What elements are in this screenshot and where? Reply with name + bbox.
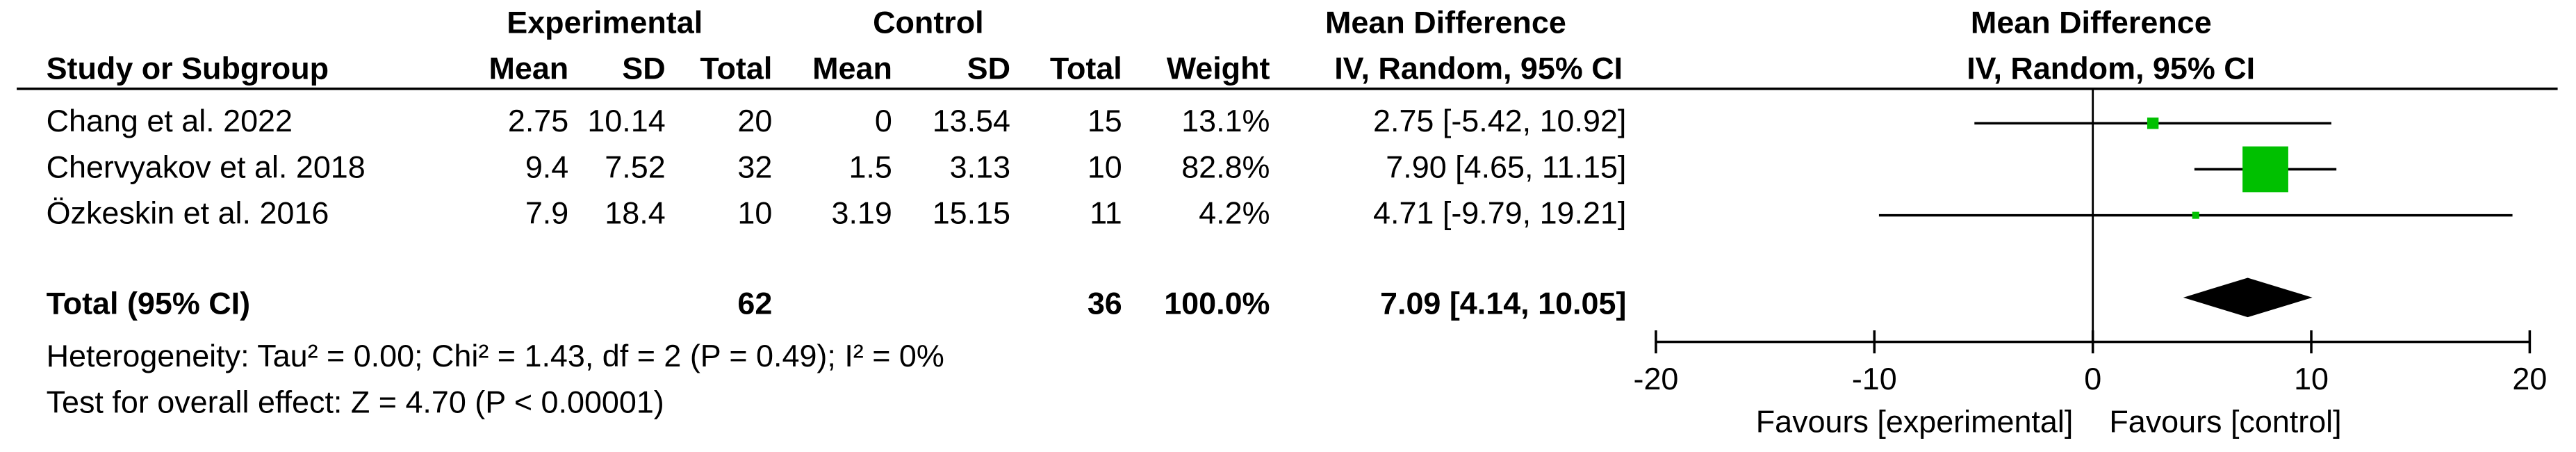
- plot-method: IV, Random, 95% CI: [1967, 50, 2255, 86]
- total-cell: 62: [737, 285, 772, 321]
- x-tick-label: -10: [1852, 361, 1897, 396]
- study-name: Chang et al. 2022: [47, 103, 293, 138]
- favours-right: Favours [control]: [2109, 404, 2341, 439]
- cell: 15: [1088, 103, 1122, 138]
- x-tick-label: 0: [2084, 361, 2101, 396]
- total-ci: 7.09 [4.14, 10.05]: [1380, 285, 1626, 321]
- column-header: Total: [1050, 50, 1122, 86]
- cell: 3.13: [950, 149, 1010, 184]
- cell: 18.4: [605, 195, 665, 230]
- effect-marker: [2242, 146, 2288, 193]
- cell: 13.54: [933, 103, 1010, 138]
- cell: 11: [1090, 195, 1122, 230]
- column-header: Mean: [489, 50, 568, 86]
- summary-diamond: [2183, 277, 2313, 318]
- x-tick-label: -20: [1634, 361, 1679, 396]
- column-header: SD: [967, 50, 1010, 86]
- cell: 7.52: [605, 149, 665, 184]
- x-tick-label: 20: [2512, 361, 2547, 396]
- cell: 3.19: [831, 195, 892, 230]
- cell: 10: [737, 195, 772, 230]
- cell: 7.9: [525, 195, 568, 230]
- effect-ci: 2.75 [-5.42, 10.92]: [1373, 103, 1626, 138]
- column-header: Weight: [1167, 50, 1270, 86]
- effect-header: Mean Difference: [1325, 4, 1566, 40]
- heterogeneity: Heterogeneity: Tau² = 0.00; Chi² = 1.43,…: [47, 338, 944, 373]
- cell: 2.75: [508, 103, 568, 138]
- column-header: SD: [622, 50, 665, 86]
- effect-ci: 7.90 [4.65, 11.15]: [1386, 149, 1626, 184]
- cell: 0: [875, 103, 892, 138]
- study-name: Özkeskin et al. 2016: [47, 195, 329, 230]
- study-name: Chervyakov et al. 2018: [47, 149, 366, 184]
- cell: 4.2%: [1199, 195, 1270, 230]
- column-header: Mean: [812, 50, 892, 86]
- x-tick-label: 10: [2294, 361, 2329, 396]
- cell: 10.14: [587, 103, 665, 138]
- total-cell: 36: [1088, 285, 1122, 321]
- group-header: Control: [873, 4, 984, 40]
- effect-ci: 4.71 [-9.79, 19.21]: [1373, 195, 1626, 230]
- total-cell: 100.0%: [1164, 285, 1270, 321]
- cell: 1.5: [848, 149, 892, 184]
- cell: 20: [737, 103, 772, 138]
- cell: 10: [1088, 149, 1122, 184]
- cell: 9.4: [525, 149, 568, 184]
- cell: 13.1%: [1181, 103, 1270, 138]
- column-header: Study or Subgroup: [47, 50, 329, 86]
- plot-header: Mean Difference: [1971, 4, 2212, 40]
- effect-marker: [2147, 118, 2159, 129]
- favours-left: Favours [experimental]: [1756, 404, 2074, 439]
- group-header: Experimental: [507, 4, 703, 40]
- effect-marker: [2192, 211, 2199, 219]
- cell: 15.15: [933, 195, 1010, 230]
- total-name: Total (95% CI): [47, 285, 250, 321]
- effect-method: IV, Random, 95% CI: [1334, 50, 1623, 86]
- overall-effect: Test for overall effect: Z = 4.70 (P < 0…: [47, 384, 664, 419]
- column-header: Total: [700, 50, 772, 86]
- cell: 82.8%: [1181, 149, 1270, 184]
- cell: 32: [737, 149, 772, 184]
